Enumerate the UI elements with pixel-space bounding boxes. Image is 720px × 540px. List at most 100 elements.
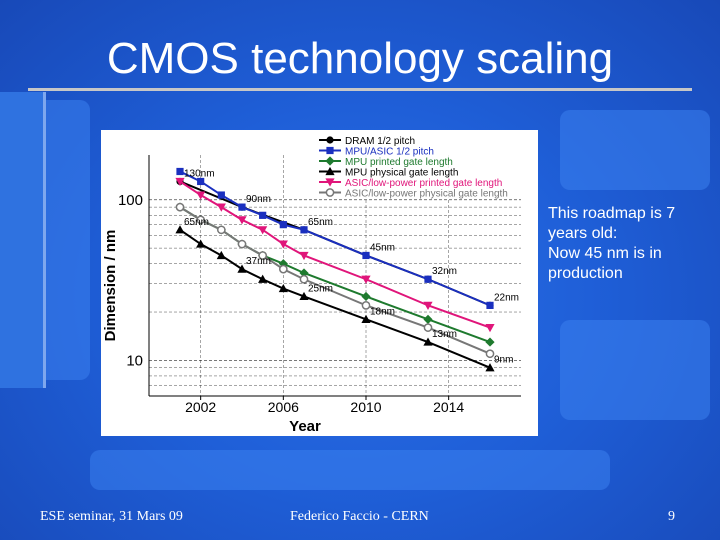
data-point (258, 226, 268, 235)
data-point (279, 221, 287, 229)
y-axis-label: Dimension / nm (102, 230, 119, 342)
background-pattern-block (560, 320, 710, 420)
left-accent-bar (0, 92, 46, 388)
data-point (423, 301, 433, 310)
note-line: production (548, 265, 623, 282)
node-label: 65nm (308, 217, 333, 228)
data-point (362, 251, 370, 260)
data-point (361, 301, 371, 310)
data-point (299, 274, 309, 284)
data-point (278, 264, 288, 274)
series-mpu-asic-1-2-pitch (176, 167, 494, 309)
x-axis-label: Year (289, 418, 321, 435)
data-point (361, 291, 371, 302)
data-point (237, 239, 247, 249)
node-label: 25nm (308, 283, 333, 294)
data-point (485, 337, 495, 347)
note-line: This roadmap is 7 (548, 205, 676, 222)
data-point (361, 314, 371, 323)
data-point (361, 275, 371, 284)
x-tick-label: 2002 (185, 399, 216, 415)
roadmap-note: This roadmap is 7 years old: Now 45 nm i… (548, 204, 708, 284)
annotation-layer: 130nm 90nm 65nm 65nm 45nm 37nm 32nm 25nm 22nm 18n… (184, 168, 519, 365)
data-point (325, 188, 335, 197)
data-point (423, 314, 433, 324)
data-point (196, 215, 206, 225)
data-point (485, 349, 495, 359)
data-point (217, 191, 225, 199)
y-tick-label: 100 (118, 192, 143, 209)
legend-label: ASIC/low-power physical gate length (345, 189, 508, 200)
data-point (258, 274, 268, 283)
node-label: 45nm (370, 242, 395, 253)
x-tick-label: 2006 (268, 399, 299, 415)
y-tick-label: 10 (126, 352, 143, 369)
series-layer (175, 167, 495, 372)
series-line (179, 228, 491, 369)
data-point (278, 240, 288, 249)
data-point (326, 146, 334, 155)
note-line: Now 45 nm is in (548, 245, 662, 262)
data-point (175, 202, 185, 212)
note-line: years old: (548, 225, 618, 242)
data-point (485, 323, 495, 333)
node-label: 90nm (246, 194, 271, 205)
data-point (238, 203, 246, 211)
node-label: 22nm (494, 292, 519, 303)
legend-label: DRAM 1/2 pitch (345, 136, 415, 147)
page-number: 9 (668, 509, 675, 524)
data-point (300, 226, 308, 234)
grid-lines (149, 155, 521, 396)
data-point (325, 178, 335, 187)
data-point (423, 337, 433, 346)
node-label: 37nm (246, 256, 271, 267)
roadmap-chart: DRAM 1/2 pitch MPU/ASIC 1/2 pitch MPU prin… (101, 130, 538, 436)
x-tick-label: 2014 (433, 399, 464, 415)
node-label: 130nm (184, 168, 215, 179)
data-point (259, 211, 267, 219)
node-label: 13nm (432, 329, 457, 340)
data-point (216, 203, 226, 212)
node-label: 65nm (184, 217, 209, 228)
legend-label: ASIC/low-power printed gate length (345, 178, 502, 189)
data-point (175, 177, 185, 187)
data-point (237, 216, 247, 225)
legend-label: MPU printed gate length (345, 157, 453, 168)
data-point (299, 251, 309, 261)
data-point (326, 136, 334, 144)
footer-event: ESE seminar, 31 Mars 09 (40, 509, 183, 524)
legend-background (315, 132, 529, 199)
series-line (179, 206, 491, 355)
x-tick-label: 2010 (350, 399, 381, 415)
series-line (179, 180, 491, 329)
title-underline (28, 88, 692, 91)
series-line (179, 170, 491, 307)
data-point (216, 225, 226, 235)
legend-label: MPU/ASIC 1/2 pitch (345, 147, 434, 158)
data-point (176, 167, 184, 176)
background-pattern-block (90, 450, 610, 490)
background-pattern-block (560, 110, 710, 190)
data-point (325, 166, 335, 176)
footer-author: Federico Faccio - CERN (290, 509, 429, 524)
data-point (175, 225, 185, 234)
node-label: 9nm (494, 355, 513, 366)
data-point (197, 177, 205, 186)
slide-title: CMOS technology scaling (106, 34, 614, 83)
data-point (196, 191, 206, 200)
series-asic-low-power-physical-gate-length (175, 202, 495, 359)
data-point (237, 264, 247, 273)
node-label: 18nm (370, 306, 395, 317)
data-point (485, 363, 495, 372)
node-label: 32nm (432, 266, 457, 277)
data-point (423, 323, 433, 332)
data-point (325, 156, 335, 166)
data-point (486, 301, 494, 309)
data-point (299, 268, 309, 278)
data-point (278, 283, 288, 293)
axes-layer: 2002 2006 2010 2014 100 10 Year Dimension / nm (102, 155, 521, 435)
data-point (424, 275, 432, 283)
data-point (299, 291, 309, 301)
